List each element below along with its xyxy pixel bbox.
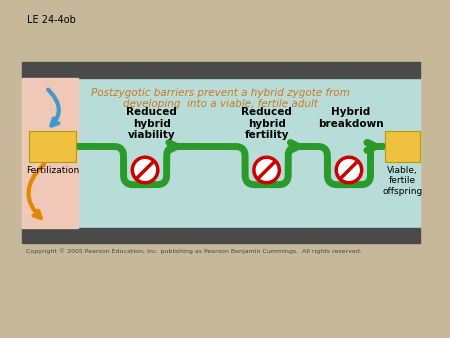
Text: Viable,
fertile
offspring: Viable, fertile offspring: [382, 166, 423, 196]
Bar: [22, 78, 419, 228]
Text: Reduced
hybrid
viability: Reduced hybrid viability: [126, 107, 177, 141]
FancyArrowPatch shape: [368, 143, 381, 150]
FancyArrowPatch shape: [48, 90, 59, 126]
FancyArrowPatch shape: [290, 143, 303, 150]
Text: Postzygotic barriers prevent a hybrid zygote from
developing  into a viable, fer: Postzygotic barriers prevent a hybrid zy…: [91, 88, 350, 109]
Circle shape: [336, 157, 362, 183]
Text: Reduced
hybrid
fertility: Reduced hybrid fertility: [241, 107, 292, 141]
Bar: [385, 131, 419, 162]
Circle shape: [132, 157, 158, 183]
FancyArrowPatch shape: [367, 143, 378, 150]
FancyArrowPatch shape: [28, 164, 44, 218]
Text: Hybrid
breakdown: Hybrid breakdown: [318, 107, 384, 129]
Bar: [22, 78, 78, 228]
FancyArrowPatch shape: [169, 143, 181, 150]
Text: Copyright © 2005 Pearson Education, Inc. publishing as Pearson Benjamin Cummings: Copyright © 2005 Pearson Education, Inc.…: [27, 248, 362, 254]
Text: Fertilization: Fertilization: [26, 166, 80, 175]
Circle shape: [254, 157, 279, 183]
Text: LE 24-4ob: LE 24-4ob: [27, 15, 76, 25]
Bar: [29, 131, 76, 162]
Bar: [22, 228, 419, 243]
Bar: [22, 62, 419, 78]
